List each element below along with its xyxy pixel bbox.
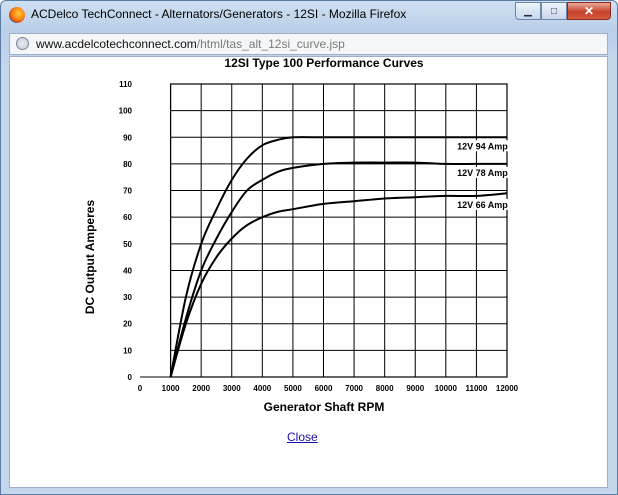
y-tick-label: 40 [123,266,132,275]
firefox-icon [9,7,25,23]
y-tick-label: 0 [128,373,133,382]
url-text[interactable]: www.acdelcotechconnect.com/html/tas_alt_… [36,37,345,51]
x-tick-label: 11000 [466,384,488,393]
chart-grid [140,84,507,377]
y-tick-label: 70 [123,187,132,196]
x-tick-label: 0 [138,384,143,393]
series-line [171,193,507,377]
chart-title: 12SI Type 100 Performance Curves [224,57,424,70]
minimize-button[interactable]: ▁ [515,2,541,20]
x-tick-label: 8000 [376,384,394,393]
y-tick-label: 10 [123,346,132,355]
series-label: 12V 66 Amp [457,200,508,210]
x-tick-label: 2000 [192,384,210,393]
y-tick-label: 30 [123,293,132,302]
y-tick-label: 90 [123,133,132,142]
series-label: 12V 78 Amp [457,168,508,178]
x-tick-label: 3000 [223,384,241,393]
y-tick-label: 110 [119,80,132,89]
close-link[interactable]: Close [287,430,318,444]
window-controls: ▁ □ ✕ [515,2,611,21]
window-title: ACDelco TechConnect - Alternators/Genera… [31,7,406,21]
url-path: /html/tas_alt_12si_curve.jsp [197,37,345,51]
y-tick-label: 50 [123,240,132,249]
performance-chart: 12SI Type 100 Performance Curves 0 1000 20… [10,57,607,417]
x-tick-label: 7000 [345,384,363,393]
chart-series-labels: 12V 94 Amp 12V 78 Amp 12V 66 Amp [456,140,520,210]
x-tick-label: 10000 [435,384,458,393]
globe-icon[interactable] [16,37,29,50]
y-tick-label: 20 [123,320,132,329]
series-line [171,163,507,377]
maximize-button[interactable]: □ [541,2,567,20]
x-tick-label: 5000 [284,384,302,393]
y-tick-label: 60 [123,213,132,222]
y-tick-label: 80 [123,160,132,169]
x-tick-label: 6000 [315,384,333,393]
page-content: 12SI Type 100 Performance Curves 0 1000 20… [9,56,608,488]
x-axis-label: Generator Shaft RPM [264,400,385,414]
y-axis-label: DC Output Amperes [83,200,97,315]
y-tick-label: 100 [119,107,133,116]
title-bar[interactable]: ACDelco TechConnect - Alternators/Genera… [1,1,617,29]
series-label: 12V 94 Amp [457,141,508,151]
x-tick-label: 4000 [253,384,271,393]
close-window-button[interactable]: ✕ [567,2,611,20]
x-tick-label: 1000 [162,384,180,393]
x-tick-label: 9000 [406,384,424,393]
url-domain: www.acdelcotechconnect.com [36,37,197,51]
x-tick-label: 12000 [496,384,519,393]
address-bar[interactable]: www.acdelcotechconnect.com/html/tas_alt_… [9,33,608,55]
